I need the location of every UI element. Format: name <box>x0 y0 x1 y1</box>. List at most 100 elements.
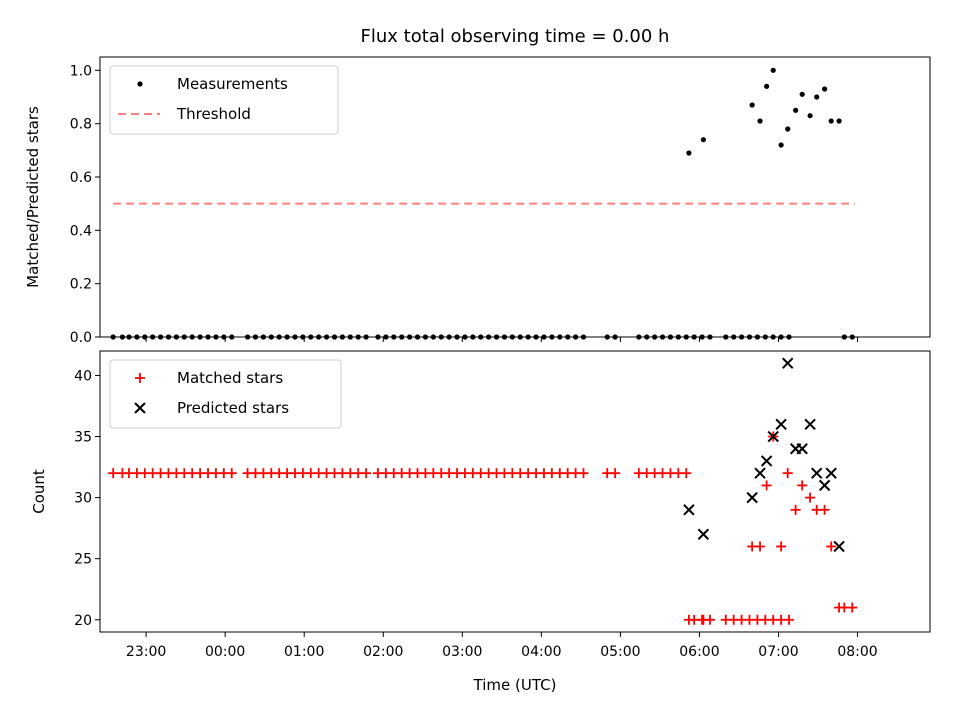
data-point <box>414 334 421 340</box>
data-point <box>355 334 361 340</box>
data-point <box>833 540 845 553</box>
plot-frame <box>99 56 931 338</box>
y-tick-label: 0.6 <box>70 170 92 186</box>
y-axis-label: Matched/Predicted stars <box>24 106 42 288</box>
y-tick-label: 20 <box>74 613 92 629</box>
data-point <box>407 334 413 340</box>
data-point <box>700 137 706 143</box>
data-point <box>770 67 776 73</box>
y-tick-label: 0.8 <box>70 117 92 133</box>
data-point <box>438 334 444 340</box>
data-point <box>292 334 298 340</box>
data-point <box>610 468 621 479</box>
legend-label: Threshold <box>176 105 251 123</box>
chart-title: Flux total observing time = 0.00 h <box>361 26 670 47</box>
data-point <box>375 334 381 340</box>
data-point <box>244 334 251 340</box>
data-point <box>762 334 768 340</box>
series-measurements <box>110 334 855 340</box>
data-point <box>119 334 125 340</box>
data-point <box>807 113 813 119</box>
data-point <box>847 602 858 613</box>
data-point <box>462 334 468 340</box>
data-point <box>698 614 709 625</box>
data-point <box>197 334 203 340</box>
y-axis-label: Count <box>30 469 48 514</box>
data-point <box>652 334 658 340</box>
data-point <box>300 334 306 340</box>
data-point <box>757 118 763 124</box>
data-point <box>158 334 164 340</box>
data-point <box>221 334 227 340</box>
data-point <box>822 86 828 92</box>
data-point <box>723 334 729 340</box>
data-point <box>776 541 787 552</box>
data-point <box>767 430 779 443</box>
data-point <box>819 504 830 515</box>
data-point <box>764 83 770 89</box>
data-point <box>316 334 322 340</box>
series-points <box>686 67 842 156</box>
data-point <box>422 334 429 340</box>
data-point <box>636 334 642 340</box>
data-point <box>126 334 132 340</box>
data-point <box>284 334 290 340</box>
data-point <box>841 334 847 340</box>
data-point <box>707 334 713 340</box>
data-point <box>644 334 650 340</box>
data-point <box>391 334 397 340</box>
legend-label: Matched stars <box>177 369 283 387</box>
data-point <box>150 334 156 340</box>
y-tick-label: 35 <box>74 430 92 446</box>
data-point <box>501 334 508 340</box>
data-point <box>446 334 452 340</box>
data-point <box>173 334 180 340</box>
data-point <box>165 334 172 340</box>
data-point <box>478 334 484 340</box>
data-point <box>134 334 140 340</box>
data-point <box>691 334 697 340</box>
x-tick-label: 00:00 <box>205 644 245 660</box>
x-tick-label: 02:00 <box>363 644 403 660</box>
data-point <box>761 480 772 491</box>
data-point <box>509 334 515 340</box>
data-point <box>470 334 476 340</box>
data-point <box>659 334 666 340</box>
data-point <box>339 334 346 340</box>
bottom-panel: 20 25 30 35 40 23:00 00:00 01:00 02:00 03:00 04:00… <box>30 350 931 660</box>
data-point <box>604 334 610 340</box>
data-point <box>110 334 116 340</box>
data-point <box>793 107 799 113</box>
y-tick-label: 0.0 <box>70 330 92 346</box>
x-tick-label: 05:00 <box>600 644 640 660</box>
top-panel: 0.0 0.2 0.4 0.6 0.8 1.0 Matched/Predicted star… <box>24 56 931 346</box>
data-point <box>784 614 795 625</box>
data-point <box>675 334 681 340</box>
data-point <box>731 334 737 340</box>
legend-box <box>109 359 342 429</box>
data-point <box>331 334 338 340</box>
legend-label: Measurements <box>177 75 288 93</box>
data-point <box>770 334 776 340</box>
legend-marker-icon <box>134 402 146 414</box>
data-point <box>213 334 219 340</box>
data-point <box>746 334 753 340</box>
data-point <box>454 334 460 340</box>
data-point <box>517 334 523 340</box>
data-point <box>814 94 820 100</box>
data-point <box>697 528 710 540</box>
data-point <box>796 443 808 455</box>
data-point <box>252 334 259 340</box>
data-point <box>205 334 211 340</box>
x-tick-label: 01:00 <box>284 644 324 660</box>
data-point <box>746 491 758 504</box>
data-point <box>739 334 745 340</box>
legend-marker-icon <box>137 81 143 87</box>
data-point <box>308 334 314 340</box>
data-point <box>686 150 692 156</box>
series-predicted-stars <box>683 357 845 553</box>
data-point <box>324 334 330 340</box>
data-point <box>260 334 266 340</box>
x-tick-label: 08:00 <box>837 644 877 660</box>
